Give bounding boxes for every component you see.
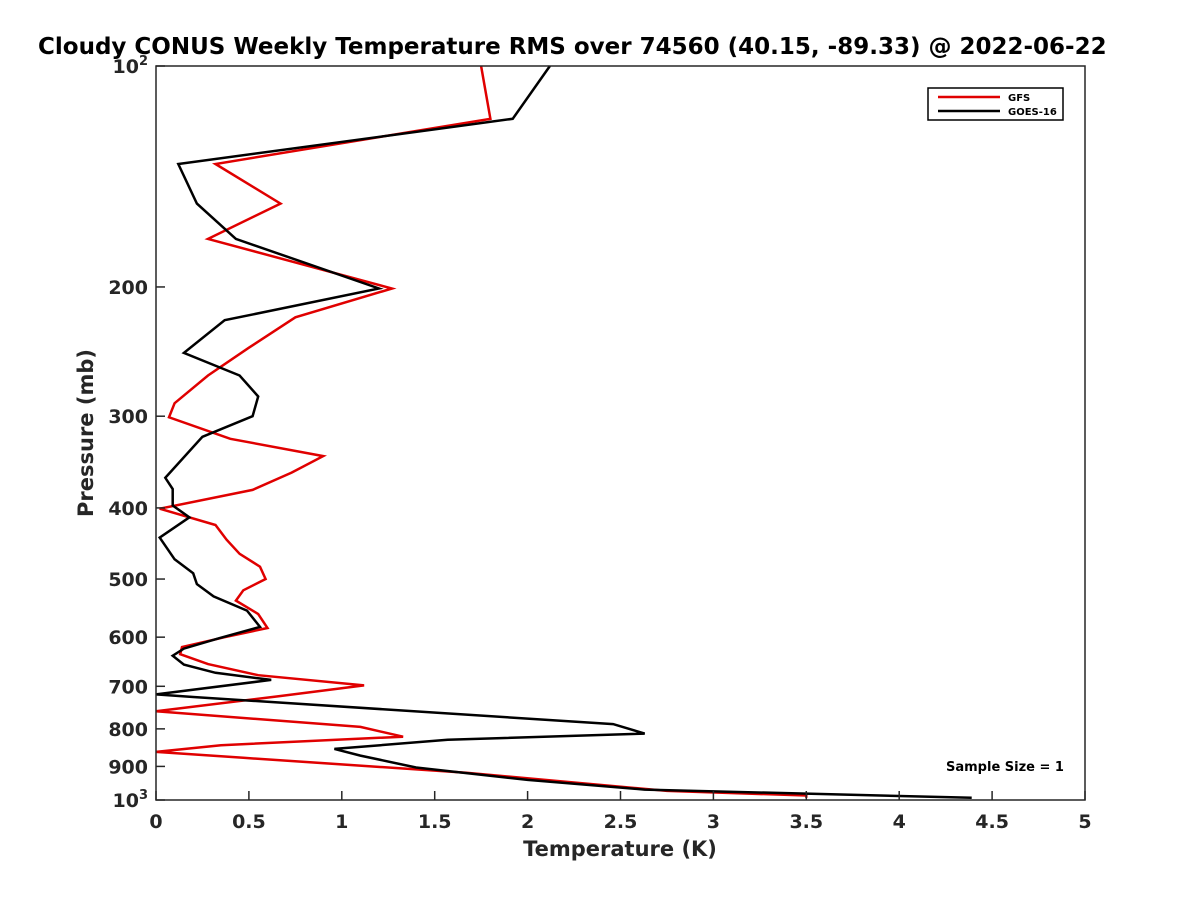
- series-line-gfs: [155, 65, 808, 798]
- x-tick-label: 2: [521, 811, 534, 833]
- legend: GFS GOES-16: [927, 87, 1064, 121]
- x-tick-label: 0: [149, 811, 162, 833]
- y-tick-label: 103: [113, 788, 149, 812]
- series-line-goes-16: [155, 65, 972, 800]
- x-tick-label: 5: [1078, 811, 1091, 833]
- y-axis: 102 200 300 400 500 600 700 800 900 103: [108, 54, 165, 812]
- series-layer: [155, 65, 972, 800]
- x-tick-label: 1: [335, 811, 348, 833]
- legend-label-goes-16: GOES-16: [1008, 107, 1057, 118]
- y-axis-label: Pressure (mb): [74, 349, 98, 517]
- chart-title: Cloudy CONUS Weekly Temperature RMS over…: [38, 34, 1107, 60]
- sample-size-annotation: Sample Size = 1: [946, 760, 1064, 775]
- y-tick-label: 400: [108, 498, 148, 520]
- x-axis: 0 0.5 1 1.5 2 2.5 3 3.5 4 4.5 5: [149, 791, 1092, 833]
- y-tick-label: 800: [108, 719, 148, 741]
- legend-box: [927, 87, 1064, 121]
- y-tick-label: 500: [108, 569, 148, 591]
- x-tick-label: 4: [893, 811, 906, 833]
- plot-frame: [155, 65, 1086, 801]
- x-tick-label: 1.5: [418, 811, 452, 833]
- y-tick-label: 200: [108, 277, 148, 299]
- x-tick-label: 4.5: [975, 811, 1009, 833]
- legend-label-gfs: GFS: [1008, 93, 1030, 104]
- x-tick-label: 0.5: [232, 811, 266, 833]
- x-tick-label: 3.5: [789, 811, 823, 833]
- x-axis-label: Temperature (K): [523, 837, 717, 861]
- x-tick-label: 3: [707, 811, 720, 833]
- y-tick-label: 600: [108, 627, 148, 649]
- x-tick-label: 2.5: [604, 811, 638, 833]
- y-tick-label: 700: [108, 676, 148, 698]
- y-tick-label: 102: [113, 54, 149, 78]
- y-tick-label: 900: [108, 756, 148, 778]
- y-tick-label: 300: [108, 406, 148, 428]
